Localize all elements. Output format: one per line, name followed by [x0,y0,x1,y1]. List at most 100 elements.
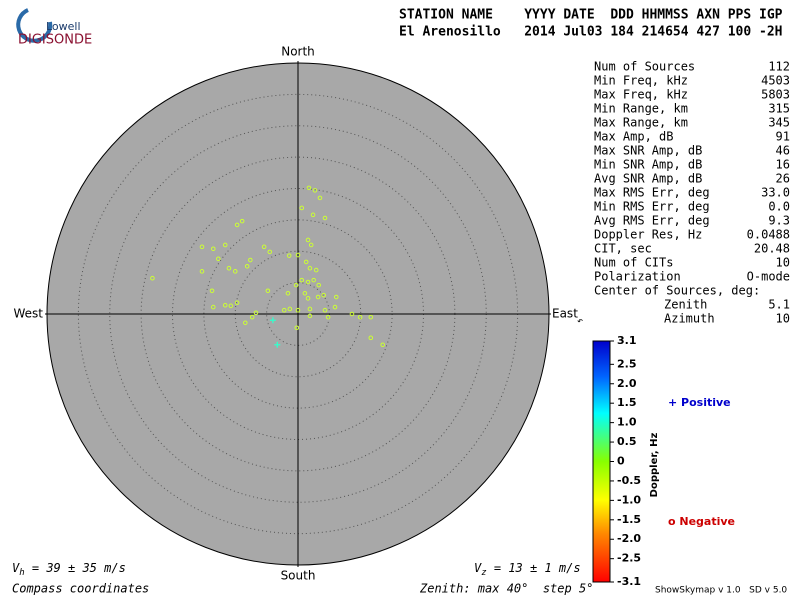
velocity-label: Vh = 39 ± 35 m/s [12,561,126,578]
source-point [199,244,205,250]
source-point [380,342,386,348]
stat-value: 5.1 [768,298,790,312]
source-point [239,218,245,224]
colorbar-tick-label: -1.0 [617,493,641,506]
source-point [293,282,299,288]
legend-negative: o Negative [668,515,735,528]
source-point [199,269,205,274]
stat-value: 91 [776,130,790,144]
header-line: STATION NAME YYYY DATE DDD HHMMSS AXN PP… [399,8,783,23]
colorbar-tick-label: 3.1 [617,334,637,347]
source-point [316,282,322,288]
source-point [285,290,291,296]
source-plus [269,317,276,324]
stat-label: Avg RMS Err, deg [594,214,710,228]
source-point [303,259,309,265]
stat-value: 0.0 [768,200,790,214]
source-point [248,257,253,263]
stat-label: Max Amp, dB [594,130,673,144]
source-point [287,306,293,312]
stat-value: 46 [776,144,790,158]
direction-label: East [552,307,578,321]
source-point [295,307,301,313]
stat-value: O-mode [747,270,790,284]
source-point [232,269,238,274]
stat-label: Min Freq, kHz [594,74,688,88]
colorbar-label: Doppler, Hz [649,433,660,498]
colorbar-tick-label: 0 [617,455,625,468]
source-point [307,313,313,319]
colorbar-tick-label: 1.5 [617,396,637,409]
stat-label: Doppler Res, Hz [594,228,702,242]
source-point [249,314,255,320]
source-point [357,314,363,320]
source-point [299,205,305,211]
source-point [210,246,216,252]
source-point [322,307,328,313]
colorbar [592,340,611,583]
zenith-note: Zenith: max 40° step 5° [419,582,593,596]
stat-label: Num of CITs [594,256,673,270]
source-point [317,195,323,201]
colorbar-tick-label: 2.5 [617,357,637,370]
source-point [253,310,259,316]
velocity-sub: h [19,568,24,578]
stat-value: 5803 [761,88,790,102]
source-point [228,303,234,309]
source-point [261,244,267,250]
colorbar-tick-label: 0.5 [617,435,637,448]
source-point [222,242,228,248]
stat-value: 20.48 [754,242,790,256]
source-point [210,304,216,310]
source-point [306,185,312,191]
stat-label: Zenith [664,298,707,312]
source-point [267,249,273,255]
source-point [368,335,374,341]
source-point [333,294,339,300]
stat-value: 345 [768,116,790,130]
stat-value: 26 [776,172,790,186]
stat-value: 10 [776,256,790,270]
source-point [286,253,292,258]
source-point [234,300,240,306]
source-point [332,304,338,310]
stat-value: 315 [768,102,790,116]
source-point [310,212,316,218]
source-point [265,288,271,294]
stat-label: Max Freq, kHz [594,88,688,102]
source-point [242,320,248,326]
source-point [302,290,308,296]
legend-positive: + Positive [668,396,731,409]
stat-label: Polarization [594,270,681,284]
stat-value: 10 [776,312,790,326]
source-point [312,188,318,193]
source-point [222,302,228,308]
source-point [295,252,301,258]
source-point [299,277,305,283]
stat-label: Max RMS Err, deg [594,186,710,200]
direction-label: South [281,569,316,583]
source-point [305,237,311,243]
velocity-symbol: V [474,561,482,575]
source-point [313,267,319,273]
colorbar-tick-label: 1.0 [617,416,637,429]
colorbar-tick-label: -2.0 [617,532,641,545]
azimuth-arrow: ↶ [577,316,583,327]
source-point [150,275,155,281]
source-point [321,292,327,298]
source-point [308,242,314,248]
stat-label: Min RMS Err, deg [594,200,710,214]
source-point [322,215,328,221]
colorbar-tick-label: -1.5 [617,513,641,526]
source-point [244,264,250,269]
stat-label: Avg SNR Amp, dB [594,172,702,186]
source-point [305,296,311,301]
header-line: El Arenosillo 2014 Jul03 184 214654 427 … [399,25,783,40]
stat-label: Min SNR Amp, dB [594,158,702,172]
stat-value: 112 [768,60,790,74]
source-point [234,222,240,228]
source-point [325,314,331,320]
stat-value: 4503 [761,74,790,88]
colorbar-tick-label: -2.5 [617,552,641,565]
